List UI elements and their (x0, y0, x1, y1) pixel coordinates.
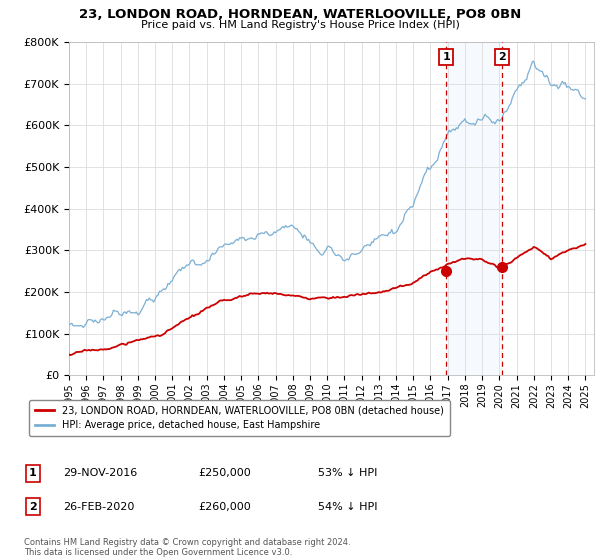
Text: £250,000: £250,000 (198, 468, 251, 478)
Text: 1: 1 (442, 52, 450, 62)
Text: 53% ↓ HPI: 53% ↓ HPI (318, 468, 377, 478)
Text: 2: 2 (29, 502, 37, 512)
Text: 1: 1 (29, 468, 37, 478)
Legend: 23, LONDON ROAD, HORNDEAN, WATERLOOVILLE, PO8 0BN (detached house), HPI: Average: 23, LONDON ROAD, HORNDEAN, WATERLOOVILLE… (29, 400, 449, 436)
Text: 2: 2 (498, 52, 506, 62)
Text: £260,000: £260,000 (198, 502, 251, 512)
Text: 26-FEB-2020: 26-FEB-2020 (63, 502, 134, 512)
Text: Price paid vs. HM Land Registry's House Price Index (HPI): Price paid vs. HM Land Registry's House … (140, 20, 460, 30)
Text: 54% ↓ HPI: 54% ↓ HPI (318, 502, 377, 512)
Text: 29-NOV-2016: 29-NOV-2016 (63, 468, 137, 478)
Text: 23, LONDON ROAD, HORNDEAN, WATERLOOVILLE, PO8 0BN: 23, LONDON ROAD, HORNDEAN, WATERLOOVILLE… (79, 8, 521, 21)
Text: Contains HM Land Registry data © Crown copyright and database right 2024.
This d: Contains HM Land Registry data © Crown c… (24, 538, 350, 557)
Bar (446, 42, 502, 375)
